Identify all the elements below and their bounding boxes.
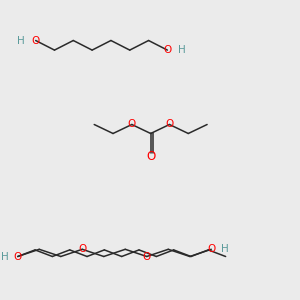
- Text: O: O: [165, 119, 174, 130]
- Text: O: O: [163, 45, 172, 55]
- Text: H: H: [178, 45, 186, 55]
- Text: H: H: [1, 251, 8, 262]
- Text: O: O: [146, 149, 155, 163]
- Text: O: O: [128, 119, 136, 130]
- Text: O: O: [32, 35, 40, 46]
- Text: O: O: [207, 244, 215, 254]
- Text: H: H: [17, 35, 25, 46]
- Text: O: O: [78, 244, 86, 254]
- Text: O: O: [143, 251, 151, 262]
- Text: O: O: [14, 251, 22, 262]
- Text: H: H: [220, 244, 228, 254]
